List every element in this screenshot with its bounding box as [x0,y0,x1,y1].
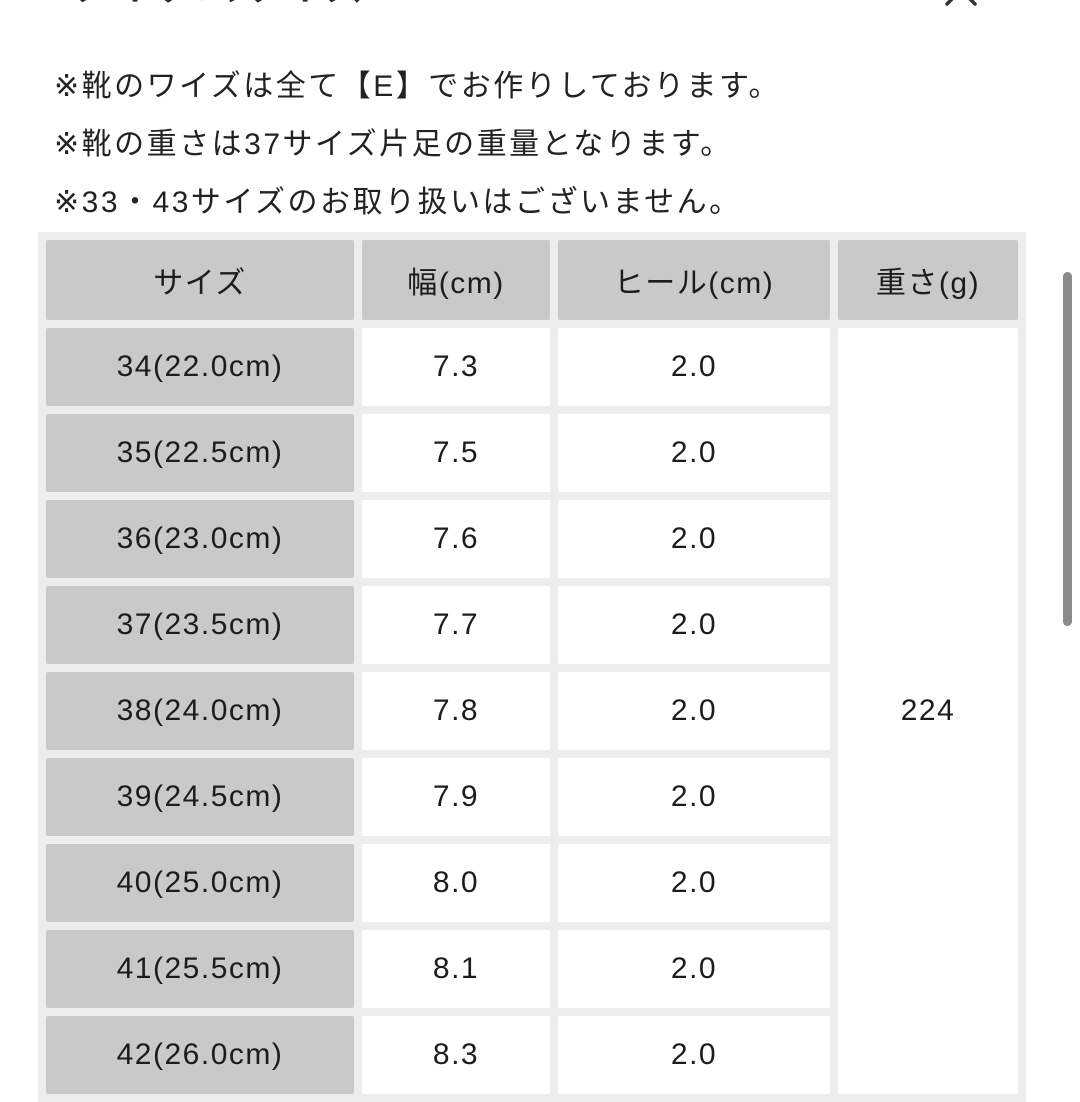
note-weight-basis: ※靴の重さは37サイズ片足の重量となります。 [54,128,733,161]
column-header-size: サイズ [46,240,354,320]
size-cell: 36(23.0cm) [46,500,354,578]
heel-cell: 2.0 [558,500,830,578]
table-row: 38(24.0cm) 7.8 2.0 [46,672,1018,750]
size-cell: 34(22.0cm) [46,328,354,406]
width-cell: 7.5 [362,414,550,492]
width-cell: 7.6 [362,500,550,578]
heel-cell: 2.0 [558,930,830,1008]
heel-cell: 2.0 [558,414,830,492]
size-cell: 38(24.0cm) [46,672,354,750]
table-row: 36(23.0cm) 7.6 2.0 [46,500,1018,578]
table-row: 40(25.0cm) 8.0 2.0 [46,844,1018,922]
heel-cell: 2.0 [558,1016,830,1094]
width-cell: 7.3 [362,328,550,406]
size-cell: 39(24.5cm) [46,758,354,836]
page-title: アイテムサイズ [73,0,369,10]
size-cell: 35(22.5cm) [46,414,354,492]
heel-cell: 2.0 [558,586,830,664]
weight-merged-cell: 224 [838,328,1018,1094]
heel-cell: 2.0 [558,758,830,836]
column-header-width: 幅(cm) [362,240,550,320]
notes-block: ※靴のワイズは全て【E】でお作りしております。 ※靴の重さは37サイズ片足の重量… [54,58,781,232]
size-cell: 40(25.0cm) [46,844,354,922]
note-width-standard: ※靴のワイズは全て【E】でお作りしております。 [54,70,781,103]
heel-cell: 2.0 [558,328,830,406]
size-cell: 41(25.5cm) [46,930,354,1008]
width-cell: 8.3 [362,1016,550,1094]
width-cell: 7.9 [362,758,550,836]
width-cell: 8.1 [362,930,550,1008]
size-cell: 42(26.0cm) [46,1016,354,1094]
width-cell: 8.0 [362,844,550,922]
width-cell: 7.7 [362,586,550,664]
chevron-up-icon[interactable] [944,0,978,7]
heel-cell: 2.0 [558,844,830,922]
table-row: 34(22.0cm) 7.3 2.0 224 [46,328,1018,1094]
size-cell: 37(23.5cm) [46,586,354,664]
column-header-heel: ヒール(cm) [558,240,830,320]
heel-cell: 2.0 [558,672,830,750]
scrollbar-thumb[interactable] [1063,272,1072,626]
table-header-row: サイズ 幅(cm) ヒール(cm) 重さ(g) [46,240,1018,320]
note-unavailable-sizes: ※33・43サイズのお取り扱いはございません。 [54,186,742,219]
size-chart-table: サイズ 幅(cm) ヒール(cm) 重さ(g) 34(22.0cm) 7.3 2… [38,232,1026,1102]
width-cell: 7.8 [362,672,550,750]
column-header-weight: 重さ(g) [838,240,1018,320]
table-row: 37(23.5cm) 7.7 2.0 [46,586,1018,664]
table-row: 41(25.5cm) 8.1 2.0 [46,930,1018,1008]
table-row: 39(24.5cm) 7.9 2.0 [46,758,1018,836]
table-row: 35(22.5cm) 7.5 2.0 [46,414,1018,492]
